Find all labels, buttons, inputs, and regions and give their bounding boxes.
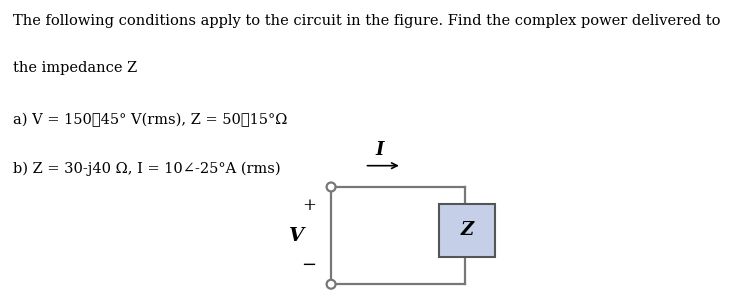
Text: a) V = 150≀45° V(rms), Z = 50≀15°Ω: a) V = 150≀45° V(rms), Z = 50≀15°Ω bbox=[13, 112, 288, 127]
Ellipse shape bbox=[327, 182, 336, 192]
Text: The following conditions apply to the circuit in the figure. Find the complex po: The following conditions apply to the ci… bbox=[13, 14, 721, 28]
Text: V: V bbox=[289, 226, 304, 245]
Text: +: + bbox=[302, 197, 315, 214]
Text: I: I bbox=[375, 141, 384, 160]
Text: the impedance Z: the impedance Z bbox=[13, 61, 138, 75]
Ellipse shape bbox=[327, 280, 336, 289]
Bar bbox=[439, 204, 495, 257]
Text: −: − bbox=[301, 255, 316, 274]
Text: Z: Z bbox=[461, 221, 474, 239]
Text: b) Z = 30-j40 Ω, I = 10∠-25°A (rms): b) Z = 30-j40 Ω, I = 10∠-25°A (rms) bbox=[13, 161, 281, 175]
